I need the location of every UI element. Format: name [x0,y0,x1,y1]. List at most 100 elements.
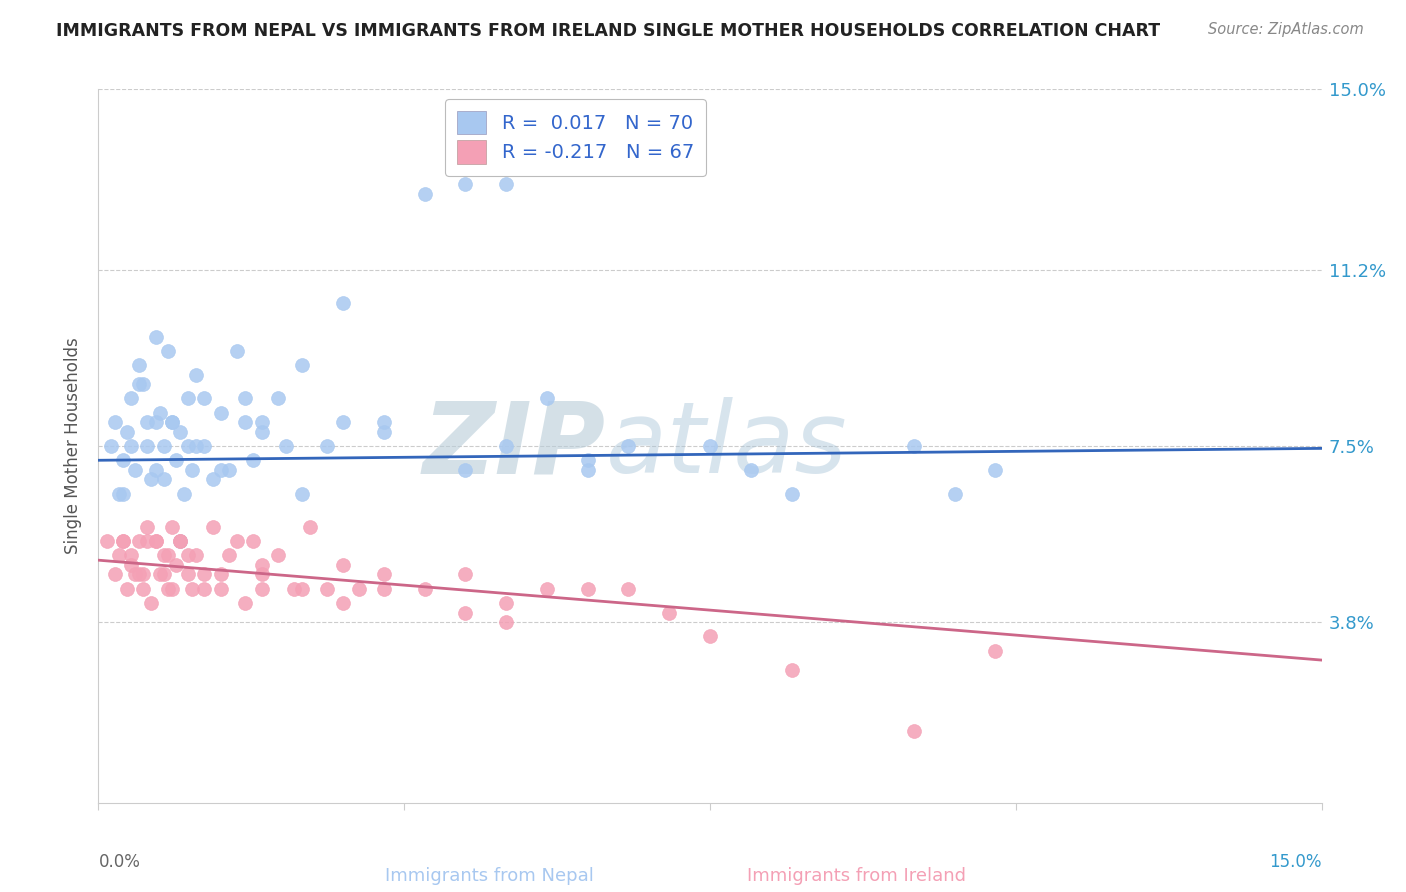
Point [218,549,240,563]
Point [576,453,599,467]
Point [108,549,131,563]
Point [160,582,183,596]
Point [193,582,215,596]
Point [495,596,517,610]
Point [943,486,966,500]
Text: 0.0%: 0.0% [98,853,141,871]
Point [136,415,159,429]
Point [250,582,273,596]
Point [250,425,273,439]
Point [454,463,477,477]
Point [186,549,208,563]
Point [226,343,249,358]
Point [250,567,273,582]
Point [291,358,314,372]
Point [149,406,172,420]
Point [984,463,1007,477]
Point [156,549,179,563]
Point [536,582,558,596]
Point [233,415,256,429]
Point [145,329,167,343]
Point [177,549,200,563]
Point [136,439,159,453]
Point [145,534,167,549]
Point [576,463,599,477]
Point [193,567,215,582]
Point [169,425,191,439]
Point [132,567,155,582]
Point [136,520,159,534]
Point [160,520,183,534]
Point [780,663,803,677]
Point [274,439,297,453]
Point [903,439,925,453]
Point [108,486,131,500]
Point [332,296,354,310]
Point [373,567,395,582]
Text: Immigrants from Ireland: Immigrants from Ireland [748,867,966,885]
Point [169,534,191,549]
Point [149,567,172,582]
Point [699,439,721,453]
Point [165,453,187,467]
Point [111,453,134,467]
Point [177,567,200,582]
Point [291,486,314,500]
Point [209,463,232,477]
Point [373,425,395,439]
Point [617,582,640,596]
Point [218,463,240,477]
Point [124,463,146,477]
Point [120,549,142,563]
Point [128,567,150,582]
Point [181,582,204,596]
Point [242,534,264,549]
Point [186,439,208,453]
Point [658,139,681,153]
Point [120,439,142,453]
Point [373,415,395,429]
Point [124,567,146,582]
Point [495,439,517,453]
Point [120,558,142,572]
Point [96,534,118,549]
Point [413,582,436,596]
Point [115,582,138,596]
Point [233,596,256,610]
Point [413,186,436,201]
Point [104,567,127,582]
Point [332,415,354,429]
Point [209,406,232,420]
Point [201,472,224,486]
Point [111,534,134,549]
Text: 15.0%: 15.0% [1270,853,1322,871]
Point [984,643,1007,657]
Point [181,463,204,477]
Point [141,596,163,610]
Point [209,582,232,596]
Point [332,558,354,572]
Point [152,549,174,563]
Point [141,472,163,486]
Point [283,582,305,596]
Point [740,463,762,477]
Point [193,439,215,453]
Point [495,615,517,629]
Point [152,472,174,486]
Point [250,415,273,429]
Point [454,178,477,192]
Point [111,486,134,500]
Point [156,343,179,358]
Point [177,392,200,406]
Point [373,582,395,596]
Point [115,425,138,439]
Point [209,567,232,582]
Point [617,439,640,453]
Text: Source: ZipAtlas.com: Source: ZipAtlas.com [1208,22,1364,37]
Point [136,534,159,549]
Point [186,368,208,382]
Point [173,486,195,500]
Point [267,549,290,563]
Point [177,439,200,453]
Point [349,582,371,596]
